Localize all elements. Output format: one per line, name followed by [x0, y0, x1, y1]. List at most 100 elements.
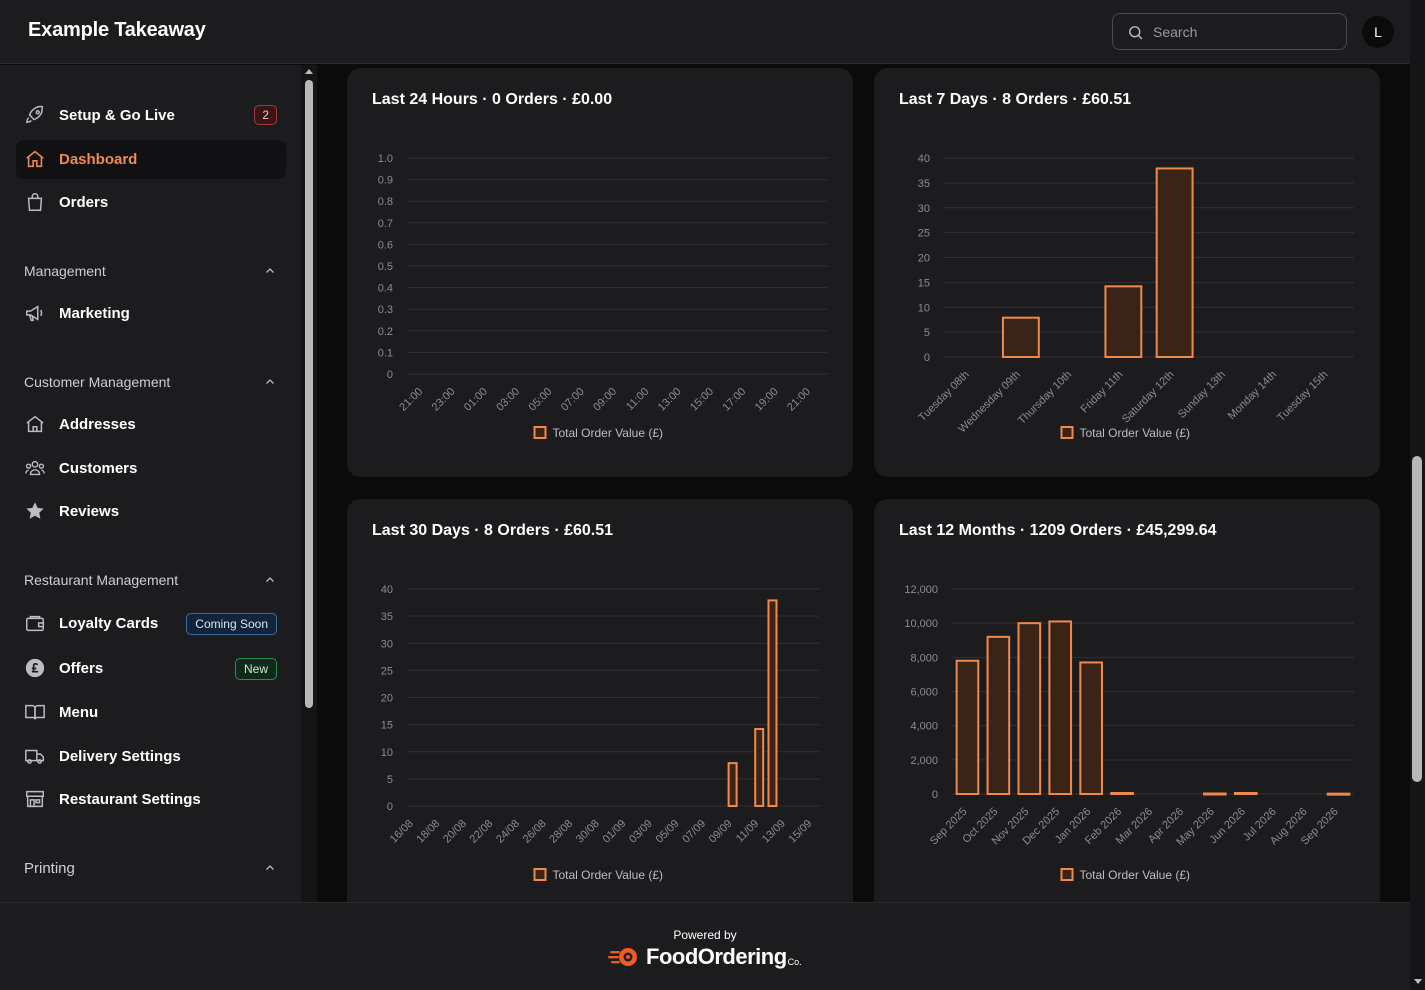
x-tick-label: 07/09 — [680, 818, 708, 846]
user-avatar[interactable]: L — [1362, 16, 1394, 48]
x-tick-label: 22/08 — [468, 818, 496, 846]
scroll-down-arrow-icon[interactable] — [1413, 978, 1423, 986]
legend-swatch[interactable] — [1060, 868, 1074, 881]
section-restaurant-management[interactable]: Restaurant Management — [24, 572, 276, 588]
sidebar-item-label: Addresses — [59, 416, 136, 433]
app-title: Example Takeaway — [28, 19, 206, 41]
legend-swatch[interactable] — [1060, 426, 1074, 439]
sidebar-item-reviews[interactable]: Reviews — [16, 492, 286, 531]
x-tick-label: 01/09 — [600, 818, 628, 846]
x-tick-label: 16/08 — [388, 818, 416, 846]
bar[interactable] — [955, 659, 980, 795]
x-tick-label: 24/08 — [494, 818, 522, 846]
sidebar-item-menu[interactable]: Menu — [16, 693, 286, 732]
search-box[interactable] — [1112, 13, 1347, 50]
bar[interactable] — [1079, 661, 1103, 795]
bar[interactable] — [1017, 622, 1042, 795]
legend-label[interactable]: Total Order Value (£) — [1080, 426, 1191, 440]
sidebar-item-label: Marketing — [59, 305, 130, 322]
chevron-up-icon[interactable] — [264, 862, 276, 874]
sidebar-item-offers[interactable]: Offers New — [16, 649, 286, 688]
rocket-icon — [25, 105, 44, 124]
x-tick-label: 19:00 — [753, 386, 781, 414]
x-tick-label: 28/08 — [547, 818, 575, 846]
sidebar-item-loyalty-cards[interactable]: Loyalty Cards Coming Soon — [16, 604, 286, 643]
x-tick-label: Friday 11th — [1079, 369, 1126, 416]
chevron-up-icon[interactable] — [264, 376, 276, 388]
legend-swatch[interactable] — [533, 868, 547, 881]
y-tick-label: 0 — [387, 801, 393, 813]
bar[interactable] — [986, 635, 1011, 795]
chevron-up-icon[interactable] — [264, 265, 276, 277]
book-icon — [25, 704, 45, 720]
sidebar-item-label: Customers — [59, 460, 138, 477]
chart-card-30-days: Last 30 Days · 8 Orders · £60.51 0 5 10 15 2… — [347, 499, 853, 902]
bar[interactable] — [1233, 791, 1258, 796]
shopping-bag-icon — [27, 193, 43, 211]
wallet-icon — [26, 615, 44, 632]
x-tick-label: 03:00 — [494, 386, 522, 414]
y-tick-label: 25 — [918, 228, 930, 240]
sidebar-item-delivery-settings[interactable]: Delivery Settings — [16, 737, 286, 776]
foodordering-logo[interactable]: FoodOrdering Co. — [608, 943, 802, 971]
y-tick-label: 35 — [381, 611, 393, 623]
scroll-up-arrow-icon[interactable] — [304, 67, 314, 75]
bar[interactable] — [1001, 316, 1040, 358]
sidebar-item-setup-go-live[interactable]: Setup & Go Live 2 — [16, 96, 286, 135]
chevron-up-icon[interactable] — [264, 574, 276, 586]
bar[interactable] — [1048, 620, 1073, 796]
bar[interactable] — [1326, 792, 1351, 796]
sidebar-item-restaurant-settings[interactable]: Restaurant Settings — [16, 780, 286, 819]
bar[interactable] — [1110, 791, 1134, 796]
x-tick-label: 30/08 — [574, 818, 602, 846]
y-tick-label: 10,000 — [904, 618, 938, 630]
store-icon — [26, 790, 44, 808]
sidebar-scrollbar-thumb[interactable] — [305, 80, 313, 708]
bar[interactable] — [1203, 792, 1227, 796]
star-icon — [26, 502, 44, 519]
sidebar-item-marketing[interactable]: Marketing — [16, 294, 286, 333]
y-tick-label: 25 — [381, 665, 393, 677]
pound-coin-icon — [25, 658, 45, 678]
sidebar-item-addresses[interactable]: Addresses — [16, 405, 286, 444]
bar[interactable] — [767, 599, 778, 807]
sidebar-item-orders[interactable]: Orders — [16, 183, 286, 222]
search-input[interactable] — [1153, 14, 1338, 49]
sidebar-item-dashboard[interactable]: Dashboard — [16, 140, 286, 179]
bar[interactable] — [1104, 285, 1143, 358]
bar[interactable] — [754, 727, 765, 807]
legend-label[interactable]: Total Order Value (£) — [553, 426, 664, 440]
search-icon — [1129, 26, 1143, 40]
x-tick-label: 21:00 — [397, 386, 425, 414]
x-tick-label: 13/09 — [760, 818, 788, 846]
page-scrollbar-thumb[interactable] — [1412, 456, 1422, 782]
chart-title: Last 24 Hours · 0 Orders · £0.00 — [372, 91, 613, 108]
x-tick-label: 05/09 — [654, 818, 682, 846]
y-tick-label: 8,000 — [910, 652, 938, 664]
footer: Powered by FoodOrdering Co. — [0, 902, 1410, 990]
y-tick-label: 30 — [918, 203, 930, 215]
y-tick-label: 15 — [918, 277, 930, 289]
x-tick-label: Thursday 10th — [1016, 369, 1074, 427]
y-tick-label: 6,000 — [910, 687, 938, 699]
section-title: Restaurant Management — [24, 572, 179, 588]
legend-swatch[interactable] — [533, 426, 547, 439]
section-printing[interactable]: Printing — [24, 860, 276, 877]
new-badge: New — [234, 658, 277, 680]
y-tick-label: 2,000 — [910, 755, 938, 767]
sidebar-item-label: Orders — [59, 194, 109, 211]
section-customer-management[interactable]: Customer Management — [24, 374, 276, 390]
legend-label[interactable]: Total Order Value (£) — [553, 868, 664, 882]
y-tick-label: 12,000 — [904, 584, 938, 596]
section-management[interactable]: Management — [24, 263, 276, 279]
bar[interactable] — [727, 762, 738, 807]
x-tick-label: 18/08 — [414, 818, 442, 846]
sidebar-item-customers[interactable]: Customers — [16, 449, 286, 488]
house-icon — [26, 415, 44, 433]
sidebar: Setup & Go Live 2 Dashboard Orders Manag… — [0, 65, 301, 902]
bar[interactable] — [1155, 167, 1194, 359]
chart-title: Last 30 Days · 8 Orders · £60.51 — [372, 522, 614, 539]
legend-label[interactable]: Total Order Value (£) — [1080, 868, 1191, 882]
sidebar-item-label: Restaurant Settings — [59, 791, 201, 808]
